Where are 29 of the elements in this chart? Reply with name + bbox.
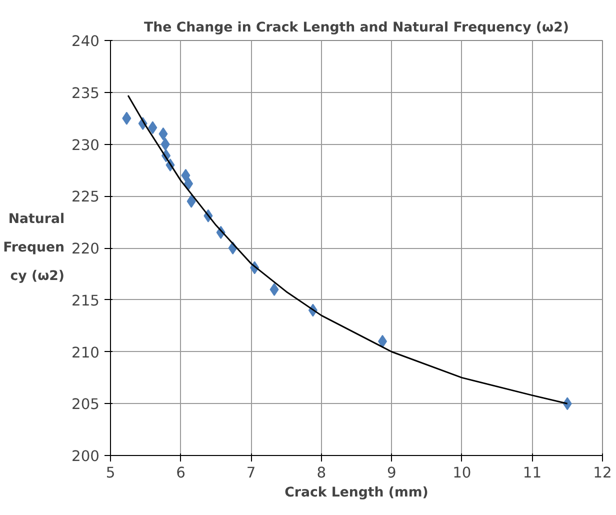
point (160, 138, 170, 151)
y-tick-label: 215 (72, 292, 100, 310)
point (378, 334, 388, 348)
point (122, 112, 132, 125)
x-tick-label: 9 (386, 464, 396, 482)
y-tick-label: 200 (72, 448, 100, 465)
point (184, 177, 194, 190)
point (158, 127, 168, 140)
x-tick-label: 6 (176, 464, 186, 482)
y-tick-label: 210 (72, 344, 100, 362)
point (181, 168, 190, 182)
x-tick-label: 12 (593, 464, 612, 482)
y-tick-label: 205 (72, 396, 100, 414)
y-tick-label: 225 (72, 188, 100, 206)
x-tick-label: 10 (452, 464, 472, 482)
y-tick-label: 220 (72, 240, 100, 258)
chart-title: The Change in Crack Length and Natural Frequency (ω2) (144, 20, 569, 36)
x-tick-label: 7 (246, 464, 256, 482)
y-tick-label: 240 (72, 33, 100, 50)
y-tick-label: 230 (72, 136, 100, 154)
x-axis-title: Crack Length (mm) (284, 486, 428, 500)
y-axis-title: Natural Frequency (ω2) (3, 212, 65, 284)
y-tick-label: 235 (72, 84, 100, 102)
point (148, 121, 158, 134)
x-tick-label: 8 (316, 464, 326, 482)
point (270, 283, 279, 296)
x-tick-label: 11 (522, 464, 542, 482)
x-tick-label: 5 (106, 464, 116, 482)
point (186, 194, 196, 208)
